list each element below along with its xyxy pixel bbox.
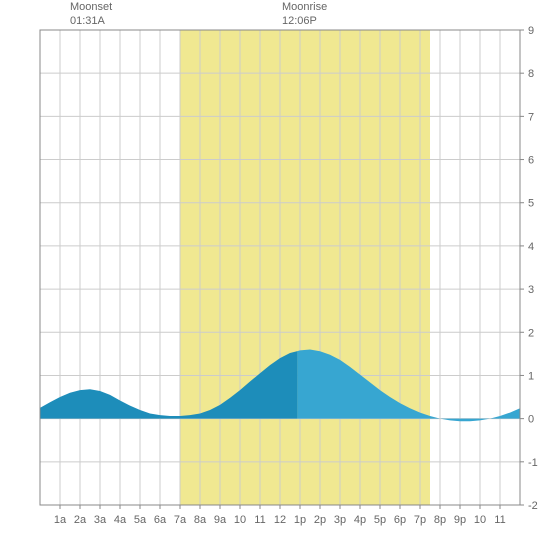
moonrise-title: Moonrise — [282, 0, 327, 14]
svg-text:7a: 7a — [174, 514, 187, 526]
svg-text:3p: 3p — [334, 514, 346, 526]
svg-text:2a: 2a — [74, 514, 87, 526]
svg-text:-1: -1 — [528, 457, 538, 469]
svg-text:9a: 9a — [214, 514, 227, 526]
svg-text:8a: 8a — [194, 514, 207, 526]
svg-text:3a: 3a — [94, 514, 107, 526]
svg-text:4: 4 — [528, 241, 534, 253]
svg-text:8p: 8p — [434, 514, 446, 526]
svg-text:3: 3 — [528, 284, 534, 296]
svg-text:9p: 9p — [454, 514, 466, 526]
svg-text:5a: 5a — [134, 514, 147, 526]
svg-text:6a: 6a — [154, 514, 167, 526]
svg-text:5p: 5p — [374, 514, 386, 526]
moonrise-time: 12:06P — [282, 14, 327, 28]
moonset-label: Moonset 01:31A — [70, 0, 112, 29]
moonset-title: Moonset — [70, 0, 112, 14]
moonset-time: 01:31A — [70, 14, 112, 28]
chart-svg: -2-101234567891a2a3a4a5a6a7a8a9a1011121p… — [0, 0, 550, 550]
svg-text:4a: 4a — [114, 514, 127, 526]
svg-text:1p: 1p — [294, 514, 306, 526]
svg-text:1: 1 — [528, 370, 534, 382]
svg-text:1a: 1a — [54, 514, 67, 526]
svg-text:7p: 7p — [414, 514, 426, 526]
svg-text:9: 9 — [528, 25, 534, 37]
svg-text:7: 7 — [528, 111, 534, 123]
svg-text:11: 11 — [494, 514, 505, 526]
svg-text:0: 0 — [528, 414, 534, 426]
svg-text:10: 10 — [234, 514, 246, 526]
svg-text:2: 2 — [528, 327, 534, 339]
svg-text:6p: 6p — [394, 514, 406, 526]
svg-text:11: 11 — [254, 514, 265, 526]
tide-chart: Moonset 01:31A Moonrise 12:06P -2-101234… — [0, 0, 550, 550]
svg-text:10: 10 — [474, 514, 486, 526]
svg-text:8: 8 — [528, 68, 534, 80]
svg-text:2p: 2p — [314, 514, 326, 526]
svg-text:4p: 4p — [354, 514, 366, 526]
svg-text:5: 5 — [528, 198, 534, 210]
svg-text:6: 6 — [528, 155, 534, 167]
svg-text:12: 12 — [274, 514, 286, 526]
svg-text:-2: -2 — [528, 500, 538, 512]
moonrise-label: Moonrise 12:06P — [282, 0, 327, 29]
